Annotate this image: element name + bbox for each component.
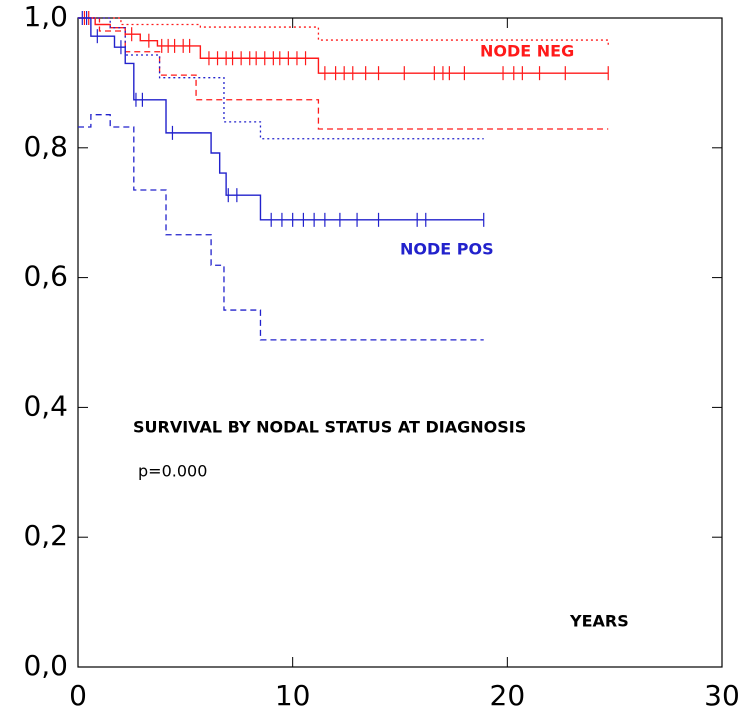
x-tick-label: 0	[69, 679, 87, 712]
x-tick-label: 10	[275, 679, 311, 712]
plot-frame	[77, 17, 723, 668]
confidence-bound	[78, 114, 484, 341]
survival-curve	[78, 17, 484, 221]
y-tick-label: 0,4	[23, 389, 68, 422]
annotation: p=0.000	[138, 462, 207, 481]
confidence-bound	[78, 17, 609, 130]
y-tick-label: 1,0	[23, 0, 68, 33]
confidence-bound	[78, 17, 484, 140]
y-tick-label: 0,8	[23, 130, 68, 163]
series-label: NODE NEG	[480, 42, 574, 61]
y-tick-label: 0,0	[23, 649, 68, 682]
x-axis-label: YEARS	[569, 612, 629, 631]
survival-curve	[78, 17, 609, 74]
y-tick-label: 0,2	[23, 519, 68, 552]
series-label: NODE POS	[400, 240, 494, 259]
confidence-bound	[78, 17, 609, 46]
x-tick-label: 20	[490, 679, 526, 712]
annotation: SURVIVAL BY NODAL STATUS AT DIAGNOSIS	[133, 418, 526, 437]
y-tick-label: 0,6	[23, 260, 68, 293]
x-tick-label: 30	[704, 679, 740, 712]
